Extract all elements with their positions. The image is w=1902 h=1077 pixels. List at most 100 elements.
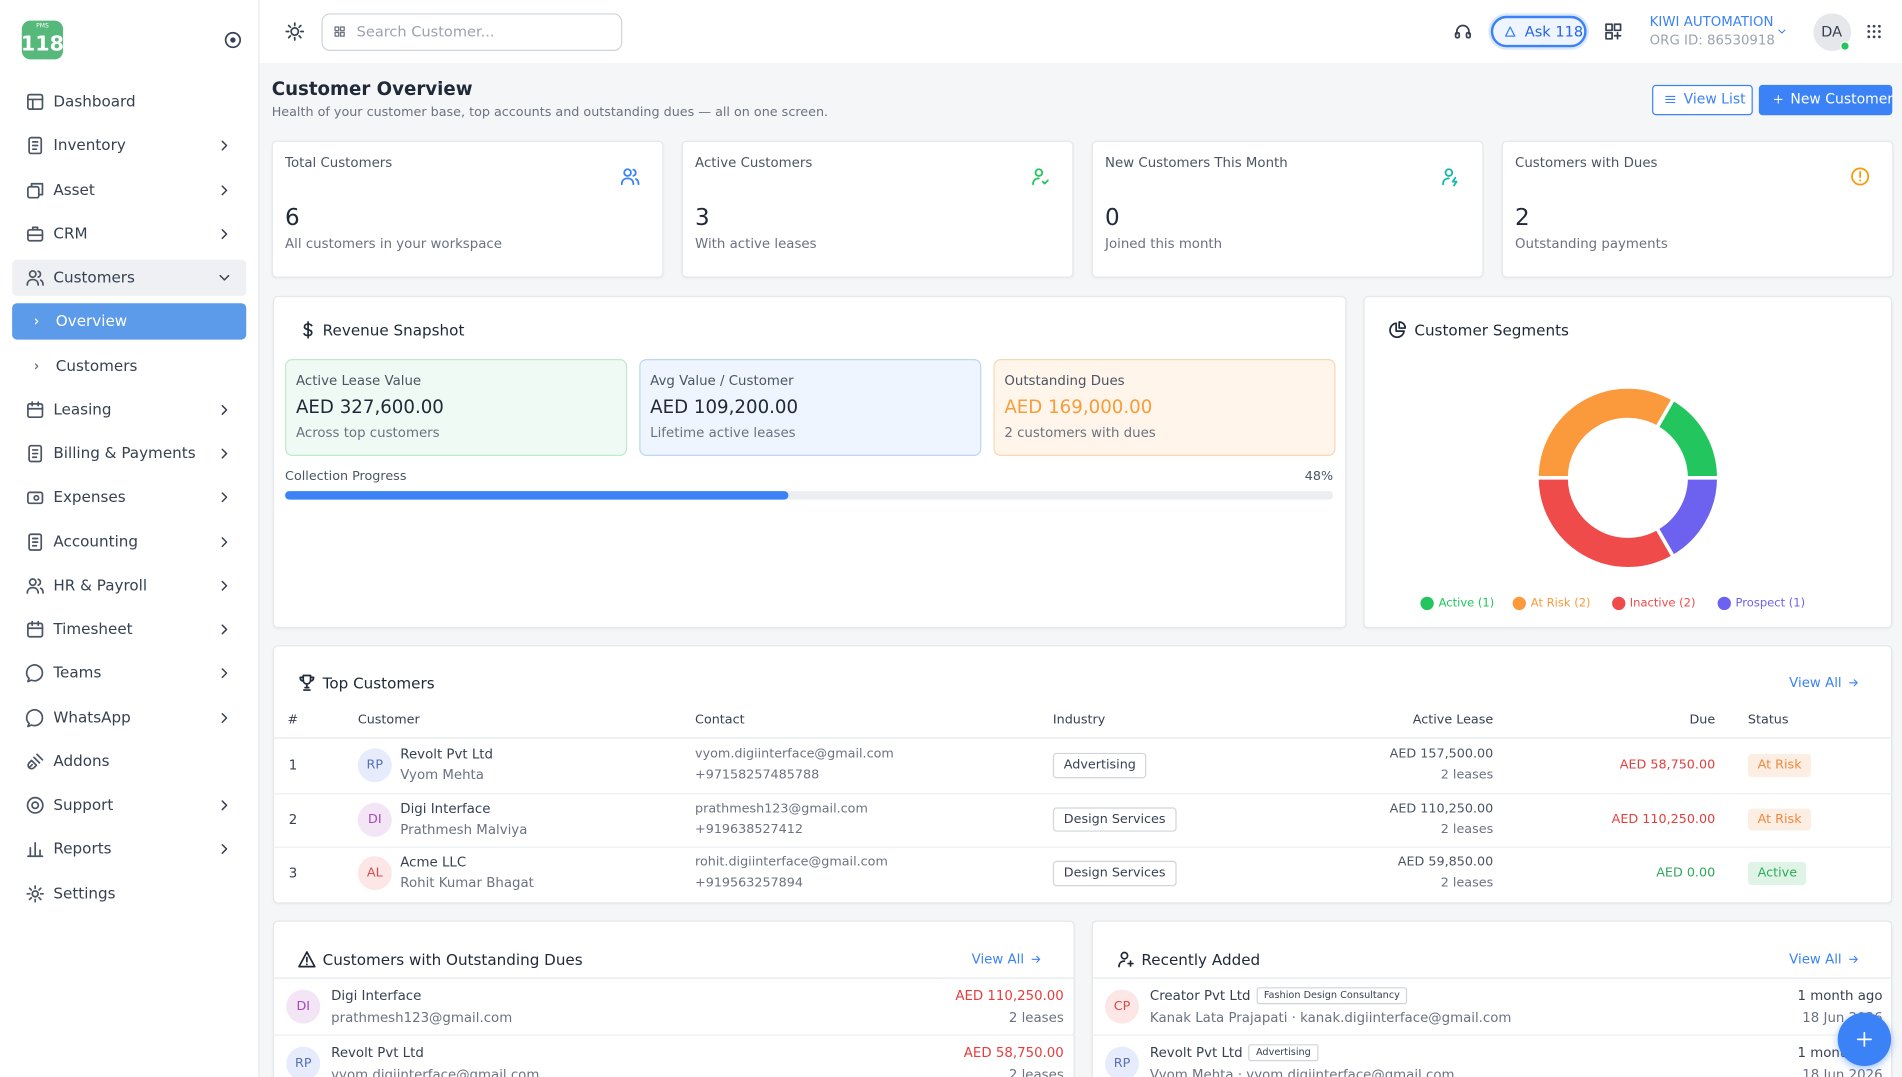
donut-segment[interactable] [1535, 476, 1676, 571]
progress-track [285, 491, 1334, 500]
org-name[interactable]: KIWI AUTOMATION [1649, 13, 1774, 30]
menu-item[interactable]: Settings [53, 883, 116, 902]
logo [21, 20, 64, 60]
menu-item[interactable]: Inventory [53, 135, 126, 155]
apps-icon [1867, 24, 1881, 39]
revenue-card-value: AED 109,200.00 [650, 395, 799, 418]
menu-item-active-bg [12, 259, 247, 296]
view-list-button[interactable] [1652, 84, 1753, 116]
menu-item[interactable]: WhatsApp [53, 707, 131, 726]
stat-card [1501, 140, 1894, 278]
menu-item[interactable]: CRM [53, 223, 88, 242]
menu-item[interactable]: Timesheet [53, 619, 133, 638]
header-divider [272, 977, 1075, 979]
page-title: Customer Overview [271, 78, 473, 101]
view-all-link[interactable]: View All [971, 951, 1025, 968]
menu-chevron [221, 140, 228, 151]
menu-icon [28, 444, 43, 463]
view-all-arrow [1849, 955, 1858, 963]
added-ago: 1 month ago [1797, 987, 1883, 1004]
contact-person: Prathmesh Malviya [400, 821, 528, 837]
search-icon [334, 26, 345, 37]
menu-item[interactable]: Accounting [53, 531, 139, 550]
submenu-active-bg [12, 303, 247, 340]
customer-name[interactable]: Revolt Pvt Ltd [1149, 1044, 1243, 1061]
view-all-arrow [1031, 955, 1041, 963]
contact-email: rohit.digiinterface@gmail.com [695, 854, 888, 870]
customer-name[interactable]: Acme LLC [400, 854, 467, 871]
legend-swatch [1611, 596, 1625, 611]
new-customer-button[interactable] [1758, 84, 1893, 116]
menu-item[interactable]: Addons [53, 751, 110, 770]
customer-name[interactable]: Creator Pvt Ltd [1149, 987, 1251, 1004]
menu-icon [26, 577, 44, 594]
segments-title: Customer Segments [1414, 321, 1569, 340]
status-badge: At Risk [1747, 754, 1812, 777]
submenu-item[interactable]: Overview [55, 311, 128, 330]
donut-segment[interactable] [1654, 476, 1721, 560]
status-badge: At Risk [1747, 808, 1812, 831]
stat-card [1091, 140, 1484, 278]
menu-item[interactable]: Customers [53, 267, 135, 286]
customer-name[interactable]: Revolt Pvt Ltd [400, 746, 493, 763]
customer-name[interactable]: Digi Interface [400, 800, 491, 817]
segments-panel [1363, 295, 1893, 629]
collapse-icon [224, 31, 242, 49]
stat-note: Outstanding payments [1515, 235, 1668, 252]
revenue-card [993, 358, 1336, 457]
stat-value: 3 [695, 204, 710, 232]
contact-email: vyom.digiinterface@gmail.com [695, 746, 894, 762]
menu-chevron [221, 580, 228, 591]
ask-button[interactable] [1490, 15, 1587, 48]
view-all-link[interactable]: View All [1789, 674, 1842, 691]
menu-icon [28, 137, 43, 155]
search-box[interactable] [321, 13, 623, 51]
sidebar [0, 0, 260, 1077]
recent-title: Recently Added [1141, 950, 1261, 969]
menu-chevron [221, 536, 228, 547]
customer-avatar [357, 856, 392, 891]
menu-item[interactable]: Asset [53, 179, 95, 198]
menu-item[interactable]: HR & Payroll [53, 575, 148, 594]
revenue-card-label: Avg Value / Customer [650, 372, 794, 389]
ask-label[interactable]: Ask 118 [1524, 23, 1584, 41]
active-lease: AED 157,500.00 [1389, 746, 1494, 762]
dues-panel [272, 920, 1075, 1077]
industry-tag: Design Services [1052, 860, 1177, 886]
menu-chevron [221, 712, 228, 723]
view-list-icon [1665, 95, 1676, 104]
customer-name[interactable]: Revolt Pvt Ltd [331, 1044, 424, 1061]
avatar-initials: DA [1821, 23, 1843, 41]
menu-item[interactable]: Expenses [53, 487, 126, 506]
due-amount: AED 110,250.00 [1611, 811, 1716, 827]
contact-person: Vyom Mehta [400, 767, 484, 783]
support-icon [1454, 24, 1472, 39]
donut-segment[interactable] [1535, 385, 1676, 480]
legend-swatch [1420, 596, 1434, 611]
revenue-card-label: Active Lease Value [295, 372, 422, 389]
menu-item[interactable]: Leasing [53, 399, 112, 418]
column-header: Status [1747, 712, 1789, 728]
menu-icon [27, 182, 44, 198]
view-list-label[interactable]: View List [1683, 90, 1746, 108]
new-customer-label[interactable]: New Customer [1790, 90, 1894, 108]
customer-avatar [1105, 1046, 1140, 1077]
menu-item[interactable]: Reports [53, 839, 112, 858]
row-index: 1 [288, 757, 298, 774]
row-divider [1091, 1034, 1893, 1036]
submenu-item[interactable]: Customers [55, 355, 138, 374]
menu-item[interactable]: Billing & Payments [53, 443, 196, 462]
dues-title: Customers with Outstanding Dues [322, 950, 583, 969]
active-lease: AED 59,850.00 [1397, 854, 1494, 870]
menu-item[interactable]: Support [53, 795, 114, 814]
user-add-icon [1118, 951, 1134, 968]
customer-name[interactable]: Digi Interface [331, 987, 422, 1004]
avatar-initials: RP [1113, 1056, 1131, 1071]
menu-item[interactable]: Dashboard [53, 91, 136, 111]
menu-item[interactable]: Teams [53, 663, 102, 682]
menu-icon [27, 93, 44, 111]
view-all-link[interactable]: View All [1789, 951, 1842, 968]
avatar-initials: RP [294, 1056, 312, 1071]
stat-value: 2 [1515, 204, 1530, 232]
